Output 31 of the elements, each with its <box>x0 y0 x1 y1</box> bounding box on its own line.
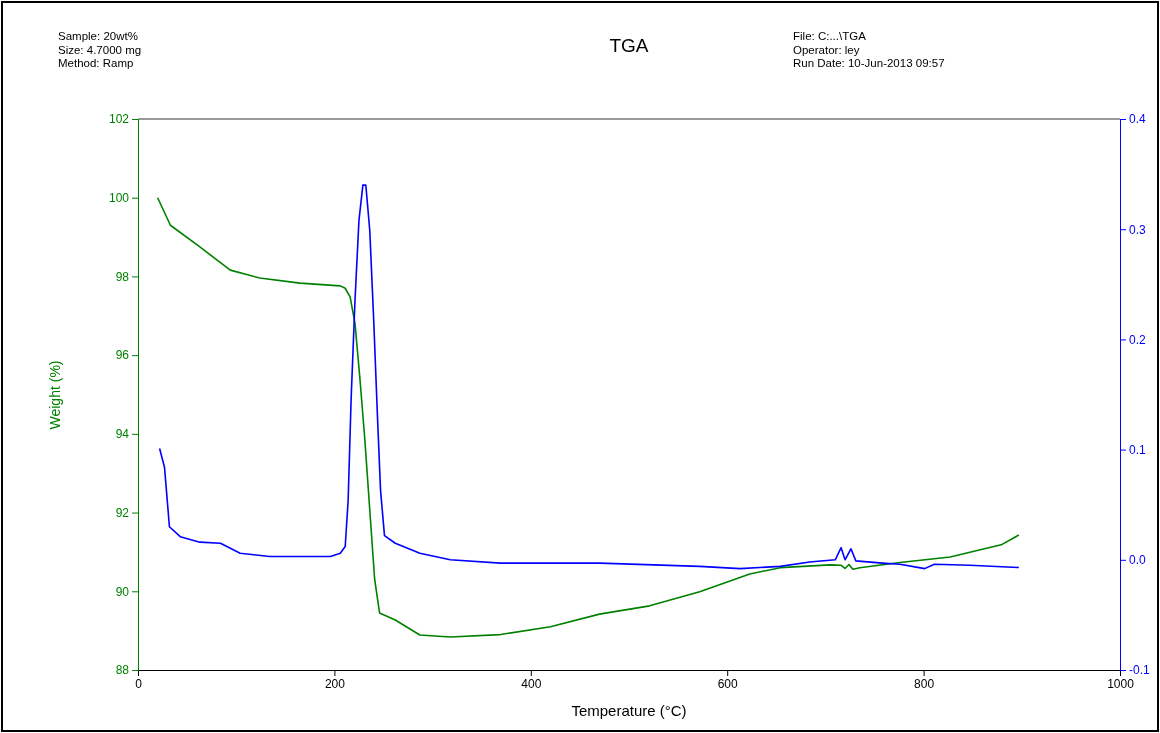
y2-tick-label: 0.2 <box>1129 332 1147 347</box>
text: Method: Ramp <box>58 57 134 69</box>
y-tick-label: 88 <box>115 663 130 678</box>
y-axis-title: Weight (%) <box>47 360 63 430</box>
text: Size: 4.7000 mg <box>58 43 142 56</box>
x-tick-label: 600 <box>717 676 739 691</box>
text: File: C:...\TGA <box>793 30 867 42</box>
y2-tick-label: 0.4 <box>1129 112 1147 127</box>
y2-tick-label: 0.1 <box>1129 442 1147 457</box>
y-tick-label: 94 <box>115 427 130 442</box>
text: Run Date: 10-Jun-2013 09:57 <box>793 57 945 69</box>
x-tick-label: 200 <box>324 676 346 691</box>
y2-tick-label: -0.1 <box>1129 663 1150 678</box>
y2-tick-label: 0.3 <box>1129 222 1147 237</box>
y2-tick-label: 0.0 <box>1129 553 1147 568</box>
chart-title: TGA <box>609 35 649 56</box>
line-series <box>156 196 1020 638</box>
x-tick-label: 800 <box>914 676 935 691</box>
x-axis-title: Temperature (°C) <box>571 702 687 719</box>
y-tick-label: 98 <box>115 269 130 284</box>
x-tick-label: 1000 <box>1107 676 1135 691</box>
text: Operator: ley <box>793 43 860 56</box>
y-tick-label: 96 <box>115 348 130 363</box>
y-tick-label: 102 <box>108 112 130 127</box>
text: Sample: 20wt% <box>58 30 138 42</box>
x-tick-label: 0 <box>135 676 143 691</box>
y-tick-label: 90 <box>115 584 130 599</box>
y-tick-label: 92 <box>115 505 130 520</box>
line-series <box>158 184 1020 570</box>
x-tick-label: 400 <box>521 676 542 691</box>
y-tick-label: 100 <box>108 191 130 206</box>
